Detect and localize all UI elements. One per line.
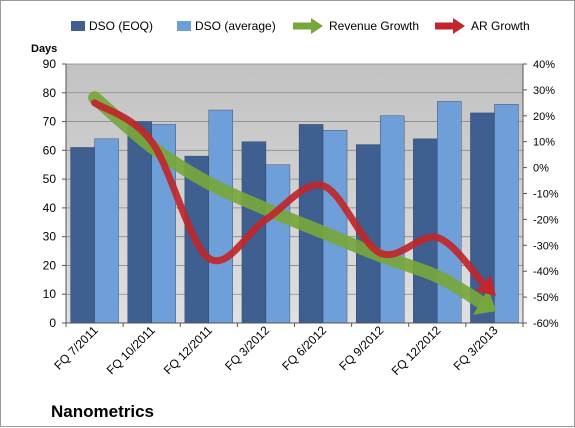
legend-arrow-head <box>453 18 465 34</box>
arrow-head <box>473 289 497 315</box>
legend-swatch <box>177 21 191 31</box>
y-tick-label: 80 <box>43 86 57 100</box>
y2-tick-label: 20% <box>533 111 555 123</box>
x-tick-label: FQ 7/2011 <box>51 323 101 373</box>
y2-tick-label: 30% <box>533 85 555 97</box>
y2-tick-label: -40% <box>533 266 559 278</box>
bar <box>94 138 119 324</box>
bars <box>70 101 519 324</box>
y-tick-label: 30 <box>43 230 57 244</box>
y2-tick-label: -30% <box>533 240 559 252</box>
y2-tick-label: -10% <box>533 189 559 201</box>
legend-arrow-head <box>311 18 323 34</box>
x-tick-label: FQ 6/2012 <box>279 323 329 373</box>
y2-tick-label: -60% <box>533 318 559 330</box>
bar <box>70 147 95 324</box>
y-tick-label: 40 <box>43 201 57 215</box>
y-tick-label: 10 <box>43 287 57 301</box>
y2-tick-label: 10% <box>533 137 555 149</box>
y-tick-label: 20 <box>43 258 57 272</box>
y-tick-label: 0 <box>49 316 56 330</box>
bar <box>208 109 234 324</box>
legend-label: AR Growth <box>471 19 530 33</box>
bar <box>494 104 519 324</box>
y2-tick-label: 0% <box>533 163 549 175</box>
y-tick-label: 70 <box>43 115 57 129</box>
y2-tick-label: 40% <box>533 59 555 71</box>
y-tick-label: 50 <box>43 172 57 186</box>
y2-tick-label: -20% <box>533 214 559 226</box>
y-axis-label: Days <box>31 43 57 55</box>
legend-label: DSO (EOQ) <box>89 19 153 33</box>
y-tick-label: 60 <box>43 143 57 157</box>
chart-title: Nanometrics <box>51 402 154 421</box>
bar <box>322 129 348 324</box>
x-tick-label: FQ 9/2012 <box>336 323 386 373</box>
x-tick-label: FQ 10/2011 <box>104 323 158 377</box>
y-tick-label: 90 <box>43 57 57 71</box>
bar <box>265 164 291 324</box>
legend: DSO (EOQ) DSO (average) Revenue Growth AR G… <box>71 18 530 34</box>
y2-tick-label: -50% <box>533 292 559 304</box>
arrow-head <box>475 275 496 296</box>
legend-label: DSO (average) <box>195 19 276 33</box>
x-tick-label: FQ 12/2011 <box>161 323 215 377</box>
legend-label: Revenue Growth <box>329 19 419 33</box>
bar <box>413 138 438 324</box>
x-tick-label: FQ 12/2012 <box>389 323 444 378</box>
x-tick-label: FQ 3/2013 <box>451 323 501 373</box>
bar <box>379 115 405 324</box>
legend-swatch <box>71 21 85 31</box>
x-tick-label: FQ 3/2012 <box>222 323 272 373</box>
growth-arrows <box>88 91 497 315</box>
growth-arrow-line <box>91 99 487 287</box>
